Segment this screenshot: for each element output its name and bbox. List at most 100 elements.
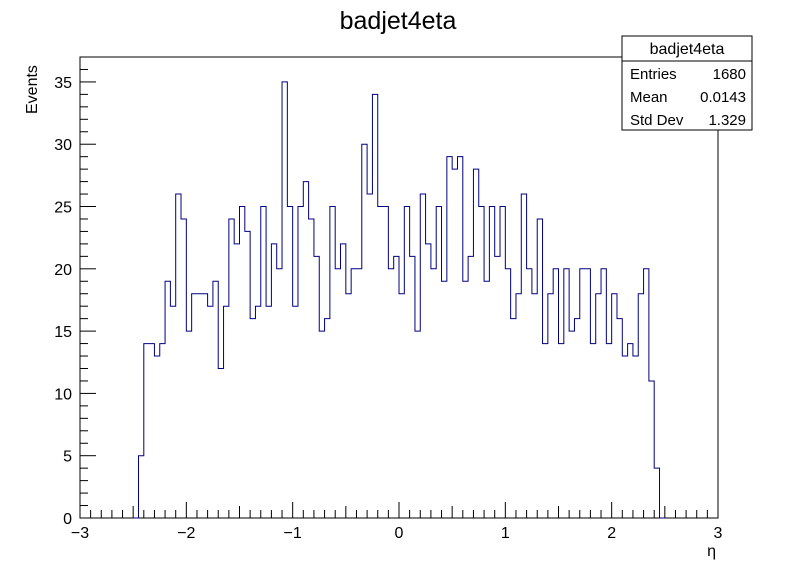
histogram-bin — [144, 344, 149, 518]
histogram-bin — [495, 256, 500, 518]
stats-box: badjet4eta Entries 1680 Mean 0.0143 Std … — [621, 35, 753, 131]
histogram-bin — [356, 269, 361, 518]
histogram-bin — [255, 306, 260, 518]
y-tick-label: 10 — [54, 386, 72, 403]
histogram-bin — [298, 207, 303, 518]
histogram-bin — [287, 207, 292, 518]
histogram-bin — [505, 269, 510, 518]
histogram-bin — [186, 331, 191, 518]
histogram-bin — [170, 306, 175, 518]
histogram-bin — [580, 269, 585, 518]
histogram-bin — [633, 356, 638, 518]
x-tick-label: 1 — [501, 525, 510, 542]
histogram-bin — [341, 244, 346, 518]
histogram-bin — [415, 331, 420, 518]
histogram-bin — [548, 294, 553, 518]
histogram-bin — [399, 294, 404, 518]
histogram-bin — [160, 344, 165, 518]
x-axis: −3 −2 −1 0 1 2 3 — [71, 502, 723, 542]
histogram-bin — [473, 169, 478, 518]
histogram-bin — [463, 281, 468, 518]
histogram-bin — [468, 256, 473, 518]
histogram-bin — [537, 219, 542, 518]
histogram-bin — [362, 144, 367, 518]
stats-box-frame — [621, 35, 753, 131]
y-tick-label: 30 — [54, 137, 72, 154]
histogram-bin — [330, 207, 335, 518]
histogram-bin — [261, 207, 266, 518]
histogram-bin — [394, 256, 399, 518]
histogram-bin — [192, 294, 197, 518]
histogram-bin — [404, 207, 409, 518]
y-tick-label: 20 — [54, 262, 72, 279]
histogram-bin — [319, 331, 324, 518]
stats-mean-value: 0.0143 — [700, 89, 746, 106]
histogram-bin — [314, 256, 319, 518]
y-tick-label: 35 — [54, 75, 72, 92]
stats-entries-label: Entries — [630, 66, 677, 83]
histogram-bin — [335, 269, 340, 518]
histogram-bin — [383, 207, 388, 518]
histogram-bin — [388, 269, 393, 518]
histogram-bin — [569, 331, 574, 518]
histogram-bin — [612, 294, 617, 518]
histogram-bin — [351, 269, 356, 518]
histogram-bin — [426, 244, 431, 518]
histogram-bin — [617, 319, 622, 518]
histogram-bin — [521, 194, 526, 518]
histogram-bin — [436, 207, 441, 518]
stats-mean-label: Mean — [630, 89, 668, 106]
histogram-bin — [500, 207, 505, 518]
y-axis: 0 5 10 15 20 25 30 35 — [54, 56, 96, 528]
stats-entries-value: 1680 — [713, 66, 746, 83]
histogram-bin — [532, 294, 537, 518]
histogram-bin — [303, 182, 308, 518]
histogram-outline — [133, 81, 665, 519]
x-axis-label: η — [707, 543, 716, 560]
histogram-bin — [208, 306, 213, 518]
histogram-bin — [564, 269, 569, 518]
histogram-bin — [378, 207, 383, 518]
histogram-bin — [293, 306, 298, 518]
histogram-bin — [559, 344, 564, 518]
y-tick-label: 5 — [63, 449, 72, 466]
histogram-bin — [346, 294, 351, 518]
histogram-bin — [266, 306, 271, 518]
histogram-bin — [601, 269, 606, 518]
histogram-bin — [245, 231, 250, 518]
histogram-bin — [553, 269, 558, 518]
histogram-bin — [622, 356, 627, 518]
histogram-bin — [489, 207, 494, 518]
x-tick-label: −1 — [284, 525, 302, 542]
histogram-bin — [240, 207, 245, 518]
histogram-bin — [277, 269, 282, 518]
histogram-bin — [543, 344, 548, 518]
histogram-bin — [442, 281, 447, 518]
histogram-bin — [271, 244, 276, 518]
chart-title: badjet4eta — [340, 7, 457, 35]
histogram-bin — [644, 269, 649, 518]
stats-std-value: 1.329 — [708, 112, 746, 129]
histogram-bin — [325, 319, 330, 518]
histogram-bin — [452, 169, 457, 518]
histogram-bin — [234, 244, 239, 518]
histogram-bin — [654, 468, 659, 518]
histogram-bin — [229, 219, 234, 518]
y-tick-label: 15 — [54, 324, 72, 341]
histogram-bin — [479, 207, 484, 518]
histogram-bin — [527, 269, 532, 518]
x-tick-label: −3 — [71, 525, 89, 542]
histogram-bin — [649, 381, 654, 518]
histogram-bin — [213, 281, 218, 518]
histogram-bin — [457, 157, 462, 518]
x-tick-label: −2 — [177, 525, 195, 542]
histogram-bin — [250, 319, 255, 518]
histogram-bin — [590, 344, 595, 518]
histogram-bin — [282, 82, 287, 518]
histogram-bin — [628, 344, 633, 518]
histogram-bin — [431, 269, 436, 518]
histogram-bin — [154, 356, 159, 518]
histogram-bin — [197, 294, 202, 518]
x-tick-label: 0 — [395, 525, 404, 542]
